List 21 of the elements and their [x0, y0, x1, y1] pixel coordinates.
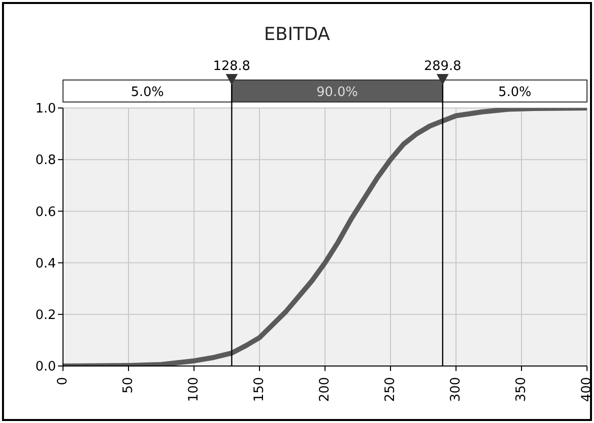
y-tick-label: 0.0	[35, 360, 56, 375]
text: 90.0%	[316, 85, 358, 100]
x-tick-label: 350	[514, 377, 529, 402]
x-tick-label: 200	[318, 377, 332, 402]
x-tick-label: 250	[383, 377, 398, 402]
y-tick-label: 1.0	[35, 102, 56, 117]
x-tick-label: 0	[56, 377, 70, 386]
text: 5.0%	[130, 85, 164, 100]
y-tick-label: 0.4	[35, 256, 56, 272]
text: 5.0%	[498, 85, 532, 100]
ref-line-label: 128.8	[213, 59, 250, 74]
y-tick-label: 0.8	[35, 153, 56, 168]
x-tick-label: 150	[252, 377, 267, 402]
x-tick-label: 100	[186, 377, 202, 402]
ref-line-label: 289.8	[424, 59, 462, 74]
y-tick-label: 0.2	[35, 308, 56, 324]
x-tick-label: 400	[580, 377, 594, 402]
x-tick-label: 300	[448, 377, 464, 402]
chart-title: EBITDA	[263, 24, 331, 45]
y-tick-label: 0.6	[35, 204, 56, 220]
x-tick-label: 50	[121, 377, 136, 394]
